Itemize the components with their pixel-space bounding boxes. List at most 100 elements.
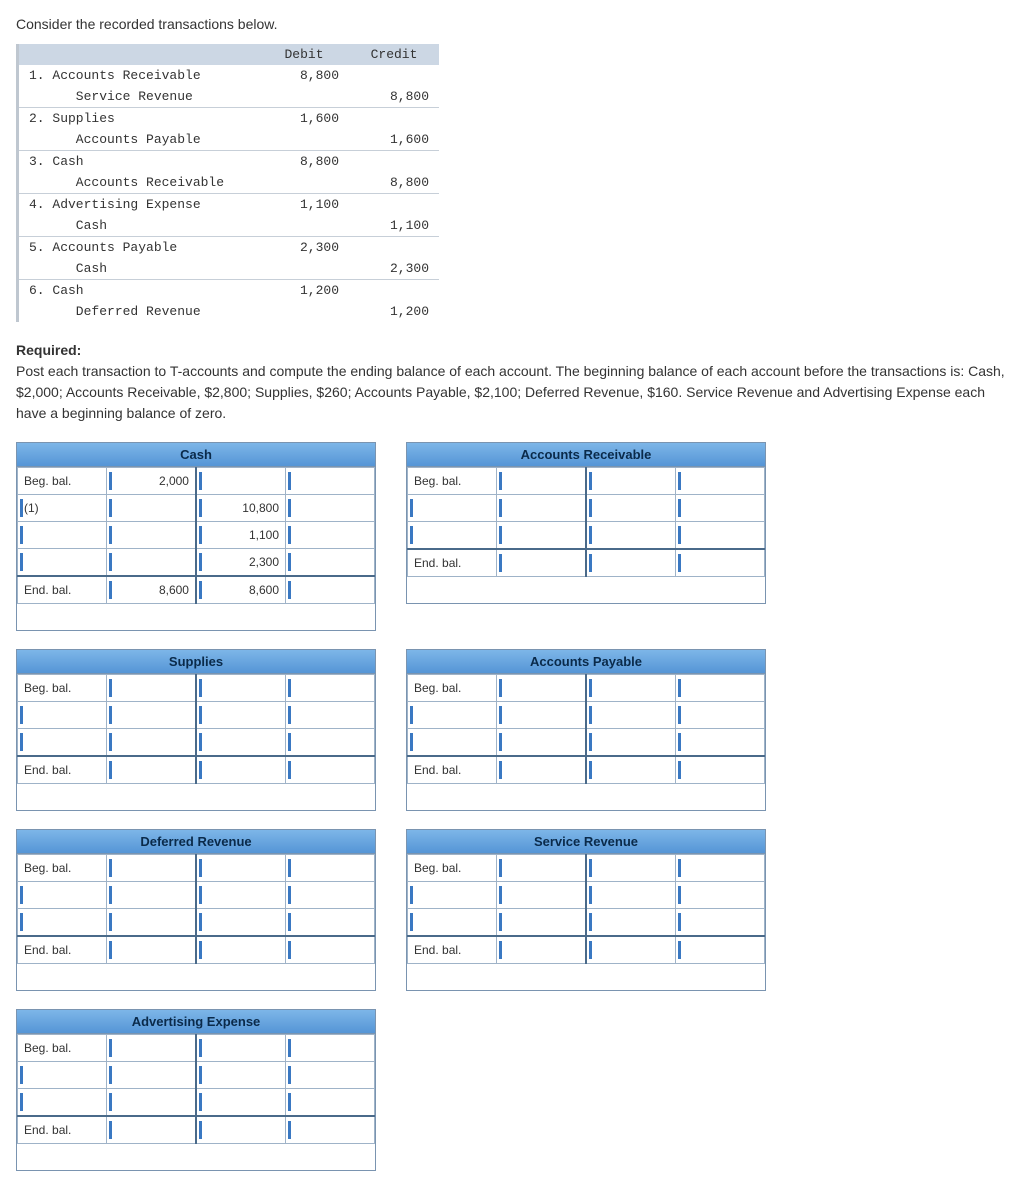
t-cell-value[interactable] [286, 549, 375, 577]
t-cell-value[interactable] [676, 702, 765, 729]
t-cell-value[interactable] [196, 1089, 286, 1117]
t-cell-value[interactable] [586, 756, 676, 784]
t-cell-value[interactable] [586, 855, 676, 882]
t-cell-value[interactable] [496, 909, 586, 937]
t-cell-value[interactable] [106, 1035, 196, 1062]
t-cell-value[interactable] [196, 468, 286, 495]
t-cell-value[interactable] [676, 882, 765, 909]
t-cell-value[interactable] [286, 576, 375, 604]
t-cell-value[interactable] [106, 1116, 196, 1144]
t-cell-label[interactable] [408, 882, 497, 909]
t-cell-value[interactable] [196, 729, 286, 757]
t-cell-value[interactable] [106, 1062, 196, 1089]
t-cell-label[interactable] [18, 882, 107, 909]
t-cell-value[interactable] [286, 675, 375, 702]
t-cell-value[interactable] [586, 882, 676, 909]
t-cell-value[interactable] [286, 522, 375, 549]
t-cell-value[interactable] [586, 936, 676, 964]
t-cell-value[interactable] [496, 729, 586, 757]
t-cell-value[interactable] [676, 756, 765, 784]
t-cell-value[interactable] [106, 702, 196, 729]
t-cell-value[interactable] [676, 936, 765, 964]
t-cell-value[interactable] [106, 549, 196, 577]
t-cell-value[interactable] [586, 675, 676, 702]
t-cell-value[interactable] [196, 675, 286, 702]
t-cell-value[interactable] [496, 855, 586, 882]
t-cell-value[interactable] [586, 468, 676, 495]
t-cell-value[interactable] [196, 855, 286, 882]
t-cell-value[interactable]: 10,800 [196, 495, 286, 522]
t-cell-value[interactable] [676, 549, 765, 577]
t-cell-value[interactable] [286, 936, 375, 964]
t-cell-value[interactable] [586, 522, 676, 550]
t-cell-value[interactable] [496, 756, 586, 784]
t-cell-value[interactable] [106, 1089, 196, 1117]
t-cell-label[interactable] [18, 729, 107, 757]
t-cell-value[interactable] [106, 522, 196, 549]
t-cell-value[interactable] [196, 1035, 286, 1062]
t-cell-value[interactable] [286, 855, 375, 882]
t-cell-value[interactable] [676, 468, 765, 495]
t-cell-value[interactable] [196, 882, 286, 909]
t-cell-label[interactable] [18, 1062, 107, 1089]
t-cell-value[interactable] [196, 756, 286, 784]
t-cell-value[interactable] [286, 882, 375, 909]
t-cell-value[interactable] [676, 909, 765, 937]
t-cell-value[interactable]: 2,000 [106, 468, 196, 495]
t-cell-value[interactable] [196, 936, 286, 964]
t-cell-value[interactable] [286, 909, 375, 937]
t-cell-value[interactable] [496, 549, 586, 577]
t-cell-value[interactable] [496, 675, 586, 702]
t-cell-value[interactable]: 8,600 [106, 576, 196, 604]
t-cell-value[interactable] [106, 882, 196, 909]
t-cell-label[interactable]: (1) [18, 495, 107, 522]
t-cell-label[interactable] [408, 522, 497, 550]
t-cell-value[interactable] [496, 522, 586, 550]
t-cell-value[interactable] [496, 882, 586, 909]
t-cell-value[interactable] [676, 675, 765, 702]
t-cell-value[interactable]: 1,100 [196, 522, 286, 549]
t-cell-value[interactable] [196, 909, 286, 937]
t-cell-value[interactable] [106, 855, 196, 882]
t-cell-label[interactable] [18, 522, 107, 549]
t-cell-value[interactable] [586, 549, 676, 577]
t-cell-label[interactable] [408, 729, 497, 757]
t-cell-value[interactable] [196, 702, 286, 729]
t-cell-value[interactable]: 2,300 [196, 549, 286, 577]
t-cell-value[interactable] [496, 468, 586, 495]
t-cell-value[interactable] [106, 675, 196, 702]
t-cell-value[interactable] [496, 702, 586, 729]
t-cell-value[interactable] [106, 756, 196, 784]
t-cell-label[interactable] [18, 909, 107, 937]
t-cell-value[interactable] [286, 1116, 375, 1144]
t-cell-value[interactable] [286, 702, 375, 729]
t-cell-value[interactable] [586, 909, 676, 937]
t-cell-value[interactable] [496, 495, 586, 522]
t-cell-value[interactable] [676, 495, 765, 522]
t-cell-value[interactable] [676, 855, 765, 882]
t-cell-value[interactable]: 8,600 [196, 576, 286, 604]
t-cell-label[interactable] [408, 495, 497, 522]
t-cell-label[interactable] [408, 909, 497, 937]
t-cell-label[interactable] [18, 549, 107, 577]
t-cell-value[interactable] [286, 756, 375, 784]
t-cell-value[interactable] [586, 495, 676, 522]
t-cell-value[interactable] [106, 936, 196, 964]
t-cell-value[interactable] [586, 729, 676, 757]
t-cell-value[interactable] [286, 1062, 375, 1089]
t-cell-label[interactable] [18, 1089, 107, 1117]
t-cell-value[interactable] [676, 729, 765, 757]
t-cell-label[interactable] [408, 702, 497, 729]
t-cell-value[interactable] [196, 1062, 286, 1089]
t-cell-value[interactable] [106, 909, 196, 937]
t-cell-value[interactable] [286, 495, 375, 522]
t-cell-value[interactable] [676, 522, 765, 550]
t-cell-value[interactable] [496, 936, 586, 964]
t-cell-value[interactable] [286, 1035, 375, 1062]
t-cell-value[interactable] [196, 1116, 286, 1144]
t-cell-value[interactable] [106, 729, 196, 757]
t-cell-value[interactable] [286, 1089, 375, 1117]
t-cell-value[interactable] [286, 729, 375, 757]
t-cell-value[interactable] [106, 495, 196, 522]
t-cell-value[interactable] [586, 702, 676, 729]
